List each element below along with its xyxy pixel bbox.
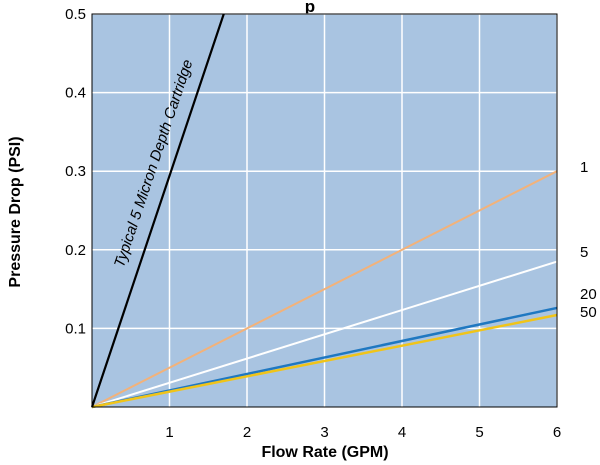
x-tick-4: 4 — [398, 424, 406, 441]
series-label-20: 20 — [580, 286, 597, 303]
y-tick-0.2: 0.2 — [65, 242, 86, 259]
x-tick-3: 3 — [320, 424, 328, 441]
y-tick-0.1: 0.1 — [65, 320, 86, 337]
series-line-50 — [91, 313, 558, 409]
x-axis-title: Flow Rate (GPM) — [261, 444, 388, 461]
y-axis-title: Pressure Drop (PSI) — [7, 136, 24, 287]
plot-border — [91, 13, 558, 408]
y-tick-0.3: 0.3 — [65, 163, 86, 180]
series-label-1: 1 — [580, 159, 588, 176]
series-label-5: 5 — [580, 244, 588, 261]
x-tick-5: 5 — [475, 424, 483, 441]
x-tick-1: 1 — [165, 424, 173, 441]
series-line-1 — [91, 170, 558, 408]
x-tick-2: 2 — [243, 424, 251, 441]
y-axis-ticks: 0.1 0.2 0.3 0.4 0.5 — [65, 6, 86, 337]
series-label-50: 50 — [580, 304, 597, 321]
series-line-5 — [91, 260, 558, 408]
chart-title: p — [305, 0, 315, 16]
x-tick-6: 6 — [553, 424, 561, 441]
annotation-line — [90, 13, 225, 408]
y-tick-0.5: 0.5 — [65, 6, 86, 23]
y-tick-0.4: 0.4 — [65, 85, 86, 102]
series-lines — [91, 170, 558, 409]
x-axis-ticks: 1 2 3 4 5 6 — [165, 424, 561, 441]
